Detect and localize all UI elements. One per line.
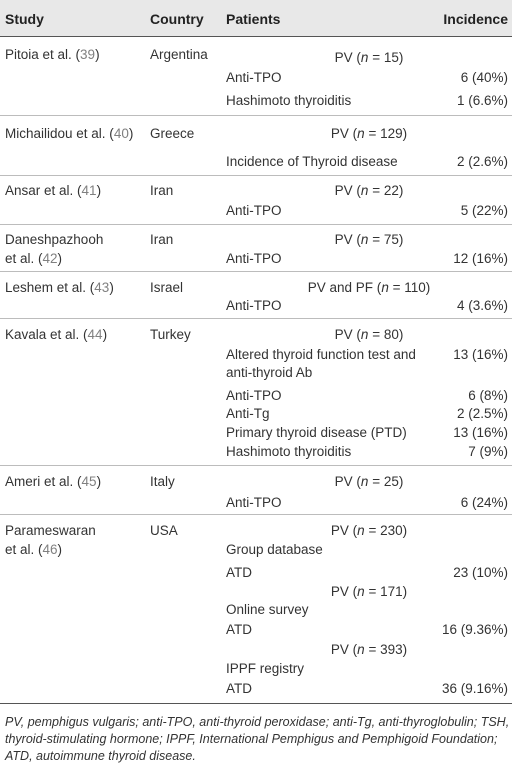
- incidence-cell: 6 (24%): [460, 495, 508, 510]
- patients-cell: Anti-TPO: [226, 203, 282, 218]
- patients-cell: ATD: [226, 622, 252, 637]
- patients-cell: ATD: [226, 565, 252, 580]
- study-cell-continued: et al. (46): [5, 542, 63, 557]
- patients-cell: IPPF registry: [226, 661, 305, 676]
- row-divider: [0, 175, 512, 176]
- patient-group: PV (n = 80): [334, 327, 404, 342]
- incidence-cell: 2 (2.6%): [456, 154, 508, 169]
- study-cell-continued: et al. (42): [5, 251, 63, 266]
- patients-cell: Anti-TPO: [226, 298, 282, 313]
- table-header: Study Country Patients Incidence: [0, 0, 512, 37]
- patient-group: PV (n = 129): [330, 126, 408, 141]
- patients-cell: Anti-TPO: [226, 388, 282, 403]
- incidence-cell: 4 (3.6%): [456, 298, 508, 313]
- study-cell: Ansar et al. (41): [5, 183, 102, 198]
- reference-link[interactable]: 43: [94, 280, 110, 295]
- row-divider: [0, 224, 512, 225]
- reference-link[interactable]: 39: [80, 47, 96, 62]
- incidence-cell: 2 (2.5%): [456, 406, 508, 421]
- header-study: Study: [5, 11, 44, 27]
- incidence-cell: 13 (16%): [453, 425, 508, 440]
- reference-link[interactable]: 44: [87, 327, 103, 342]
- reference-link[interactable]: 40: [113, 126, 129, 141]
- incidence-cell: 23 (10%): [453, 565, 508, 580]
- patients-cell: anti-thyroid Ab: [226, 365, 313, 380]
- patients-cell: Altered thyroid function test and: [226, 347, 416, 362]
- country-cell: Italy: [150, 474, 175, 489]
- study-cell: Pitoia et al. (39): [5, 47, 100, 62]
- patients-cell: Hashimoto thyroiditis: [226, 444, 352, 459]
- incidence-cell: 6 (40%): [460, 70, 508, 85]
- reference-link[interactable]: 46: [42, 542, 58, 557]
- patients-cell: Anti-TPO: [226, 495, 282, 510]
- patient-group: PV (n = 75): [334, 232, 404, 247]
- study-cell: Leshem et al. (43): [5, 280, 114, 295]
- country-cell: Argentina: [150, 47, 208, 62]
- patients-cell: ATD: [226, 681, 252, 696]
- country-cell: Greece: [150, 126, 195, 141]
- incidence-cell: 5 (22%): [460, 203, 508, 218]
- study-cell: Daneshpazhooh: [5, 232, 104, 247]
- country-cell: Israel: [150, 280, 184, 295]
- row-divider: [0, 271, 512, 272]
- reference-link[interactable]: 41: [81, 183, 97, 198]
- incidence-cell: 6 (8%): [468, 388, 508, 403]
- patient-group: PV and PF (n = 110): [307, 280, 431, 295]
- patients-cell: Anti-TPO: [226, 251, 282, 266]
- patient-group: PV (n = 171): [330, 584, 408, 599]
- reference-link[interactable]: 45: [81, 474, 97, 489]
- patient-group: PV (n = 230): [330, 523, 408, 538]
- patients-cell: Hashimoto thyroiditis: [226, 93, 352, 108]
- row-divider: [0, 318, 512, 319]
- patients-cell: Anti-Tg: [226, 406, 270, 421]
- patient-group: PV (n = 25): [334, 474, 404, 489]
- row-divider: [0, 465, 512, 466]
- country-cell: USA: [150, 523, 178, 538]
- patient-group: PV (n = 393): [330, 642, 408, 657]
- row-divider: [0, 115, 512, 116]
- row-divider: [0, 514, 512, 515]
- study-cell: Ameri et al. (45): [5, 474, 102, 489]
- patients-cell: Online survey: [226, 602, 309, 617]
- patient-group: PV (n = 15): [334, 50, 404, 65]
- table-footnote: PV, pemphigus vulgaris; anti-TPO, anti-t…: [5, 715, 510, 763]
- patients-cell: Primary thyroid disease (PTD): [226, 425, 407, 440]
- patients-cell: Group database: [226, 542, 323, 557]
- incidence-cell: 12 (16%): [453, 251, 508, 266]
- incidence-cell: 36 (9.16%): [441, 681, 508, 696]
- patients-cell: Incidence of Thyroid disease: [226, 154, 398, 169]
- study-cell: Michailidou et al. (40): [5, 126, 134, 141]
- header-patients: Patients: [226, 11, 281, 27]
- incidence-cell: 16 (9.36%): [441, 622, 508, 637]
- study-cell: Parameswaran: [5, 523, 96, 538]
- incidence-cell: 1 (6.6%): [456, 93, 508, 108]
- study-cell: Kavala et al. (44): [5, 327, 108, 342]
- country-cell: Iran: [150, 183, 174, 198]
- header-country: Country: [150, 11, 204, 27]
- country-cell: Turkey: [150, 327, 191, 342]
- incidence-cell: 13 (16%): [453, 347, 508, 362]
- incidence-cell: 7 (9%): [468, 444, 508, 459]
- patients-cell: Anti-TPO: [226, 70, 282, 85]
- reference-link[interactable]: 42: [42, 251, 58, 266]
- header-incidence: Incidence: [443, 11, 508, 27]
- patient-group: PV (n = 22): [334, 183, 404, 198]
- country-cell: Iran: [150, 232, 174, 247]
- table-bottom-rule: [0, 703, 512, 704]
